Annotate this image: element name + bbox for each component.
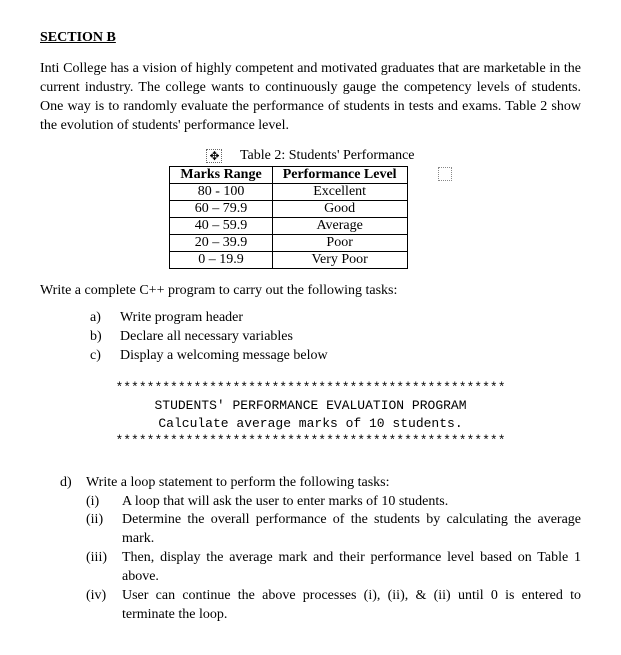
table-cell: 40 – 59.9	[170, 217, 272, 234]
code-output-block: ****************************************…	[40, 379, 581, 449]
list-text: Write a loop statement to perform the fo…	[86, 474, 389, 493]
move-handle-icon: ✥	[206, 149, 222, 163]
list-label: (ii)	[86, 511, 122, 549]
list-label: d)	[60, 474, 86, 493]
table-row: 40 – 59.9Average	[170, 217, 407, 234]
task-list-abc: a)Write program header b)Declare all nec…	[90, 309, 581, 366]
table-caption: Table 2: Students' Performance	[240, 148, 415, 164]
list-item: (i)A loop that will ask the user to ente…	[86, 493, 581, 512]
table-header-cell: Performance Level	[272, 166, 407, 183]
task-d-block: d) Write a loop statement to perform the…	[60, 474, 581, 625]
table-header-row: Marks Range Performance Level	[170, 166, 407, 183]
table-cell: Poor	[272, 234, 407, 251]
list-item: b)Declare all necessary variables	[90, 328, 581, 347]
list-text: Determine the overall performance of the…	[122, 511, 581, 549]
list-text: Then, display the average mark and their…	[122, 549, 581, 587]
performance-table: Marks Range Performance Level 80 - 100Ex…	[169, 166, 407, 269]
table-cell: 0 – 19.9	[170, 251, 272, 268]
table-cell: 20 – 39.9	[170, 234, 272, 251]
mono-line: Calculate average marks of 10 students.	[158, 416, 462, 431]
list-label: a)	[90, 309, 120, 328]
mono-stars: ****************************************…	[115, 433, 505, 448]
table-block: ✥ Table 2: Students' Performance Marks R…	[40, 148, 581, 269]
list-label: (i)	[86, 493, 122, 512]
mono-stars: ****************************************…	[115, 380, 505, 395]
table-header-cell: Marks Range	[170, 166, 272, 183]
table-row: 80 - 100Excellent	[170, 183, 407, 200]
table-row: 0 – 19.9Very Poor	[170, 251, 407, 268]
list-item: c)Display a welcoming message below	[90, 347, 581, 366]
mono-line: STUDENTS' PERFORMANCE EVALUATION PROGRAM	[154, 398, 466, 413]
table-cell: 60 – 79.9	[170, 200, 272, 217]
list-text: Declare all necessary variables	[120, 328, 293, 347]
task-d-sublist: (i)A loop that will ask the user to ente…	[86, 493, 581, 625]
table-cell: Very Poor	[272, 251, 407, 268]
table-row: 20 – 39.9Poor	[170, 234, 407, 251]
list-item: (ii)Determine the overall performance of…	[86, 511, 581, 549]
intro-paragraph: Inti College has a vision of highly comp…	[40, 60, 581, 136]
list-text: Display a welcoming message below	[120, 347, 328, 366]
table-cell: 80 - 100	[170, 183, 272, 200]
task-intro: Write a complete C++ program to carry ou…	[40, 283, 581, 299]
task-d-head: d) Write a loop statement to perform the…	[60, 474, 581, 493]
section-title: SECTION B	[40, 30, 581, 46]
table-row: 60 – 79.9Good	[170, 200, 407, 217]
list-text: A loop that will ask the user to enter m…	[122, 493, 581, 512]
table-cell: Excellent	[272, 183, 407, 200]
resize-handle-icon	[438, 167, 452, 181]
list-label: b)	[90, 328, 120, 347]
list-item: (iii)Then, display the average mark and …	[86, 549, 581, 587]
list-label: (iii)	[86, 549, 122, 587]
list-label: c)	[90, 347, 120, 366]
table-cell: Good	[272, 200, 407, 217]
list-text: User can continue the above processes (i…	[122, 587, 581, 625]
table-cell: Average	[272, 217, 407, 234]
list-text: Write program header	[120, 309, 243, 328]
list-item: a)Write program header	[90, 309, 581, 328]
list-item: (iv)User can continue the above processe…	[86, 587, 581, 625]
list-label: (iv)	[86, 587, 122, 625]
